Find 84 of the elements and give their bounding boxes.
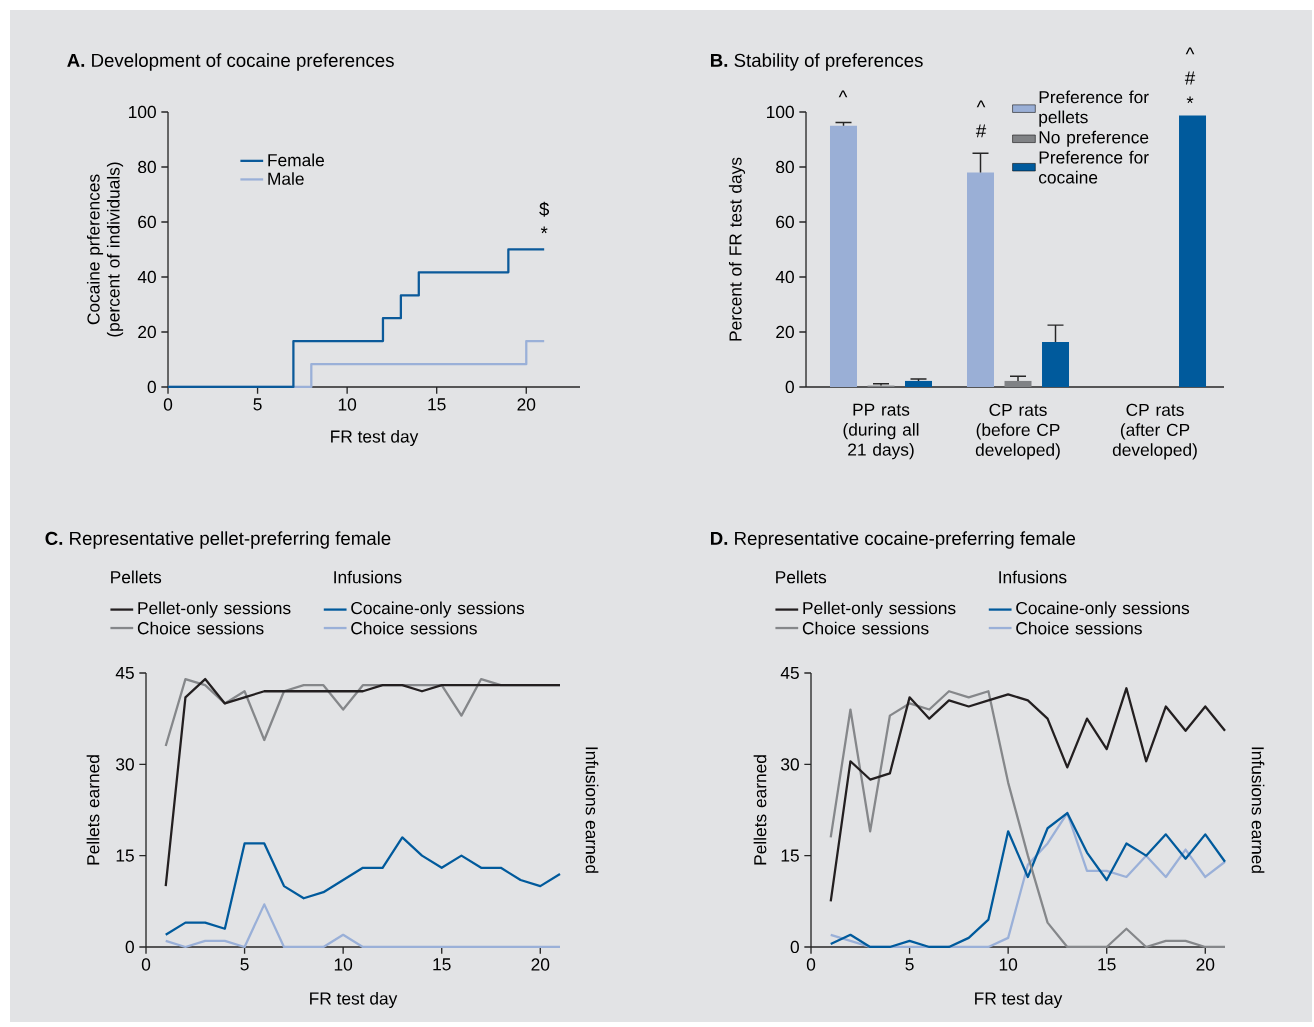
legend-label: Pellet-only sessions: [138, 601, 291, 618]
y-tick-label: 20: [776, 325, 794, 339]
text: Infusions: [999, 570, 1067, 584]
legend-label: Choice sessions: [351, 621, 477, 635]
legend-label: Cocaine-only sessions: [1016, 601, 1190, 618]
x-tick-label: 0: [163, 398, 173, 411]
x-tick-label: 0: [806, 958, 816, 971]
y-tick-label: 60: [776, 215, 794, 229]
y-tick-label: 45: [115, 666, 134, 680]
y-tick-label: 0: [790, 940, 799, 954]
y-tick-label: 0: [125, 940, 134, 954]
x-tick-label: 20: [517, 398, 536, 411]
y-tick-label: 0: [785, 380, 794, 394]
legend-label: Cocaine-only sessions: [351, 601, 525, 618]
x-tick-label: 15: [428, 398, 446, 411]
legend-label: Choice sessions: [137, 621, 264, 635]
legend-label: Choice sessions: [802, 621, 929, 635]
legend-label: Preference for cocaine: [1038, 150, 1149, 184]
bar: [829, 125, 857, 387]
text: #: [1184, 71, 1196, 85]
y-tick-label: 60: [138, 215, 156, 229]
line-series: [829, 811, 1227, 949]
legend-label: Male: [268, 172, 304, 185]
legend-label: Female: [268, 153, 324, 167]
text: ^: [838, 90, 848, 98]
x-tick-label: 10: [338, 398, 357, 411]
bar: [905, 380, 933, 387]
x-tick-label: 10: [334, 958, 353, 971]
y-tick-label: 100: [129, 105, 156, 119]
y-axis-title: Pellets earned: [753, 755, 767, 865]
chart-title: B. Stability of preferences: [710, 53, 923, 71]
chart-title: C. Representative pellet-preferring female: [45, 531, 391, 549]
bar: [1042, 341, 1070, 387]
text: Pellets: [111, 570, 162, 584]
line-series: [164, 836, 562, 936]
y-tick-label: 30: [781, 758, 799, 771]
x-axis-title: FR test day: [331, 429, 419, 447]
chart-title: D. Representative cocaine-preferring female: [710, 531, 1076, 549]
legend-label: Preference for pellets: [1039, 90, 1149, 127]
y-tick-label: 80: [138, 160, 156, 174]
bar: [967, 172, 994, 387]
text: *: [1186, 96, 1194, 104]
x-tick-label: 20: [1196, 958, 1215, 971]
annotation: $: [539, 201, 550, 217]
legend-label: No preference: [1039, 130, 1149, 147]
x-tick-label: CP rats (before CP developed): [975, 403, 1060, 460]
bar: [1179, 115, 1207, 387]
y-tick-label: 40: [137, 270, 156, 284]
x-tick-label: 20: [531, 958, 550, 971]
annotation: *: [540, 226, 548, 234]
x-axis-title: FR test day: [975, 991, 1063, 1009]
x-tick-label: 15: [433, 958, 451, 971]
y-tick-label: 100: [767, 105, 794, 119]
x-tick-label: 5: [240, 958, 249, 971]
y-tick-label: 30: [116, 758, 134, 771]
text: ^: [976, 100, 986, 108]
y-tick-label: 0: [147, 380, 156, 394]
annotation: #: [975, 124, 987, 138]
y-tick-label: 15: [781, 849, 799, 862]
legend-label: Pellet-only sessions: [803, 601, 956, 618]
y-axis-title: Cocaine prferences (percent of individuals): [86, 162, 124, 337]
bar: [1004, 380, 1032, 387]
x-tick-label: CP rats (after CP developed): [1112, 403, 1197, 460]
y-tick-label: 80: [776, 160, 794, 174]
x-tick-label: PP rats (during all 21 days): [843, 403, 919, 460]
x-tick-label: 5: [905, 958, 914, 971]
y2-axis-title: Infusions earned: [585, 747, 599, 873]
y-axis-title: Pellets earned: [86, 755, 100, 865]
y-tick-label: 40: [775, 270, 794, 284]
y-tick-label: 15: [116, 849, 134, 862]
y2-axis-title: Infusions earned: [1251, 747, 1265, 873]
chart-title: A. Development of cocaine preferences: [67, 53, 394, 71]
text: ^: [1185, 47, 1195, 55]
line-series: [829, 687, 1227, 903]
legend-label: Choice sessions: [1016, 621, 1142, 635]
x-tick-label: 10: [999, 958, 1018, 971]
x-axis-title: FR test day: [310, 991, 398, 1009]
y-tick-label: 20: [138, 325, 156, 339]
y-tick-label: 45: [780, 666, 799, 680]
text: Infusions: [334, 570, 402, 584]
y-axis-title: Percent of FR test days: [728, 157, 746, 341]
x-tick-label: 15: [1098, 958, 1116, 971]
text: Pellets: [776, 570, 827, 584]
x-tick-label: 5: [253, 398, 262, 411]
